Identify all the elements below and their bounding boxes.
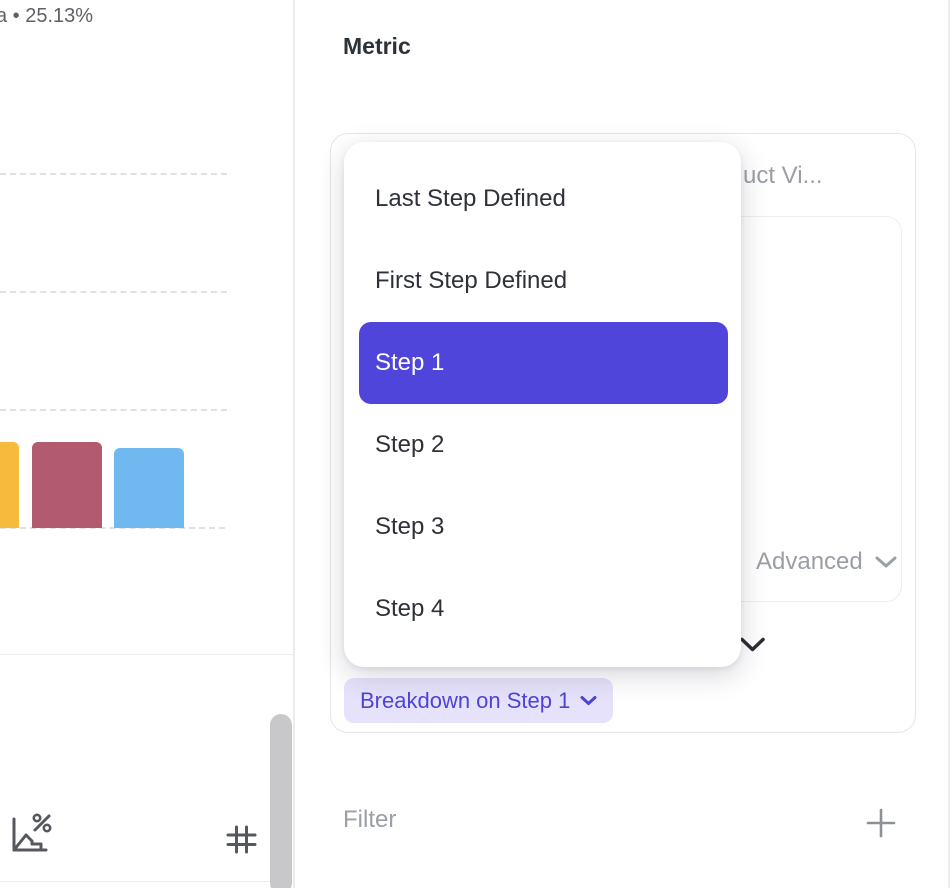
funnel-bar-maroon[interactable]: [32, 442, 102, 528]
chevron-down-icon: [580, 695, 597, 706]
dropdown-option-step-3[interactable]: Step 3: [375, 513, 445, 540]
metric-section-heading: Metric: [343, 33, 411, 59]
chart-baseline: [0, 527, 225, 529]
percentage-chart-toggle-button[interactable]: [6, 812, 52, 858]
dropdown-option-last-step-defined[interactable]: Last Step Defined: [375, 185, 566, 212]
chart-gridline: [0, 409, 227, 411]
funnel-bar-blue[interactable]: [114, 448, 184, 528]
breakdown-chip-label: Breakdown on Step 1: [360, 687, 571, 713]
dropdown-option-step-4[interactable]: Step 4: [375, 595, 445, 622]
chevron-down-icon: [875, 555, 897, 569]
number-grid-icon: [224, 822, 258, 856]
chevron-down-icon: [739, 636, 766, 653]
series-legend-label: a • 25.13%: [0, 5, 94, 27]
chart-gridline: [0, 173, 227, 175]
left-panel-scrollbar-thumb[interactable]: [270, 714, 292, 888]
section-expander-chevron[interactable]: [739, 636, 766, 653]
plus-icon: [865, 807, 897, 839]
number-grid-toggle-button[interactable]: [222, 820, 260, 858]
step-select-dropdown: Last Step Defined First Step Defined Ste…: [344, 142, 741, 667]
funnel-bar-yellow[interactable]: [0, 442, 19, 528]
chart-gridline: [0, 291, 227, 293]
left-panel-bottom-divider: [0, 881, 293, 882]
dropdown-option-step-2[interactable]: Step 2: [375, 431, 445, 458]
add-filter-button[interactable]: [862, 804, 900, 842]
advanced-toggle[interactable]: Advanced: [756, 548, 897, 576]
percentage-chart-icon: [6, 813, 52, 857]
dropdown-option-first-step-defined[interactable]: First Step Defined: [375, 267, 568, 294]
advanced-label: Advanced: [756, 548, 863, 575]
panel-divider: [293, 0, 295, 888]
dropdown-option-step-1[interactable]: Step 1: [359, 322, 728, 404]
left-panel-divider: [0, 654, 293, 655]
filter-section-heading: Filter: [343, 806, 397, 833]
event-selector-label-truncated[interactable]: uct Vi...: [743, 162, 823, 189]
breakdown-on-step-button[interactable]: Breakdown on Step 1: [344, 678, 614, 723]
right-panel-scroll-track: [948, 0, 950, 888]
